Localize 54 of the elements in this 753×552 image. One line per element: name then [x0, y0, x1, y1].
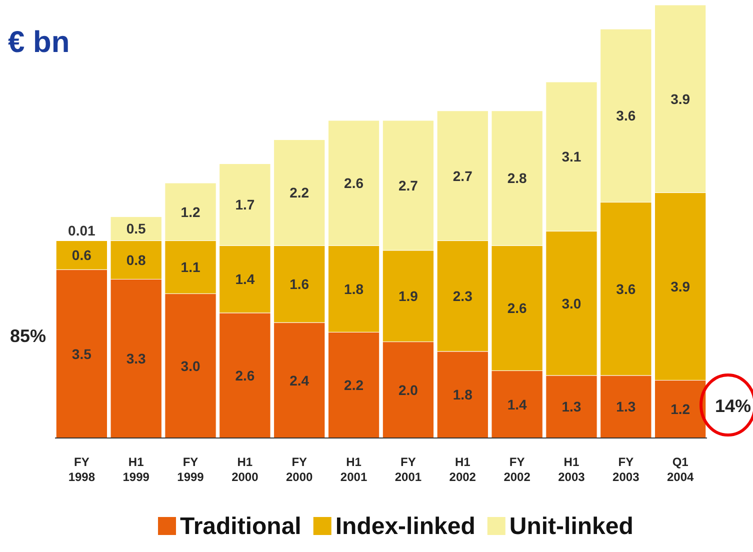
- text: € bn: [8, 26, 70, 59]
- x-tick-label: FY 2001: [394, 455, 422, 484]
- data-label: 2.7: [452, 168, 473, 184]
- text: 14%: [714, 396, 752, 416]
- data-label: 3.9: [670, 90, 690, 107]
- data-label: 3.6: [616, 108, 636, 124]
- data-label: 2.6: [507, 300, 527, 316]
- data-label: 0.5: [126, 220, 146, 237]
- data-label: 1.7: [235, 196, 255, 213]
- data-label: 0.6: [72, 247, 92, 264]
- data-label: 1.3: [616, 398, 636, 415]
- legend-label: Index-linked: [335, 513, 476, 540]
- data-label: 3.0: [180, 358, 200, 374]
- data-label: 1.1: [180, 259, 200, 276]
- data-label: 1.2: [670, 401, 690, 418]
- x-tick-label: H1 2003: [558, 455, 586, 484]
- x-tick-label: H1 2001: [340, 455, 368, 484]
- data-label: 3.6: [616, 280, 636, 297]
- x-tick-label: FY 2000: [286, 455, 314, 484]
- data-label: 2.7: [398, 177, 418, 194]
- data-label: 3.0: [562, 295, 582, 312]
- legend-label: Unit-linked: [509, 513, 634, 540]
- legend-label: Traditional: [180, 513, 302, 540]
- data-label: 0.01: [68, 222, 96, 238]
- data-label: 2.6: [235, 367, 255, 384]
- x-tick-label: FY 1999: [177, 455, 204, 484]
- data-label: 2.8: [507, 170, 527, 186]
- data-label: 3.3: [126, 350, 146, 367]
- data-label: 1.9: [398, 288, 418, 304]
- data-label: 2.3: [452, 288, 473, 304]
- data-label: 0.8: [126, 252, 146, 268]
- data-label: 1.8: [344, 280, 364, 297]
- data-label: 1.6: [290, 276, 310, 292]
- x-tick-label: FY 2002: [504, 455, 531, 484]
- data-label: 3.5: [72, 346, 92, 362]
- data-label: 3.1: [562, 148, 582, 165]
- data-label: 3.9: [670, 278, 690, 294]
- x-tick-label: H1 2002: [449, 455, 476, 484]
- x-tick-label: FY 1998: [68, 455, 96, 484]
- data-label: 1.8: [452, 386, 473, 403]
- data-label: 1.4: [235, 271, 255, 288]
- data-label: 1.4: [507, 396, 527, 412]
- data-label: 1.2: [180, 204, 200, 220]
- x-tick-label: FY 2003: [612, 455, 640, 484]
- x-tick-label: Q1 2004: [666, 455, 694, 484]
- data-label: 2.2: [344, 377, 364, 394]
- x-tick-label: H1 1999: [122, 455, 150, 484]
- x-tick-label: H1 2000: [232, 455, 259, 484]
- data-label: 2.4: [290, 372, 310, 388]
- data-label: 2.2: [290, 184, 310, 201]
- data-label: 1.3: [562, 398, 582, 415]
- text: 85%: [10, 326, 46, 346]
- data-label: 2.6: [344, 175, 364, 192]
- data-label: 2.0: [398, 382, 418, 398]
